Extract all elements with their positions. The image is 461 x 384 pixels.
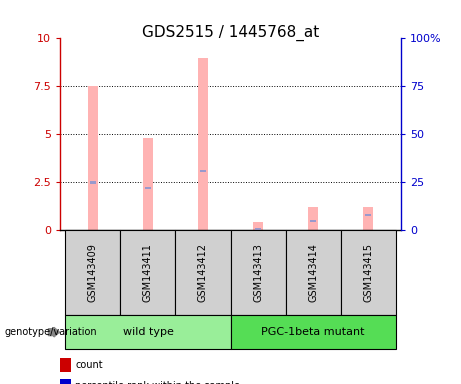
Bar bbox=[365, 214, 371, 216]
Bar bbox=[120, 230, 176, 315]
Bar bbox=[308, 207, 318, 230]
Bar bbox=[90, 181, 96, 184]
Bar bbox=[145, 187, 151, 189]
Text: count: count bbox=[75, 360, 103, 370]
Text: GDS2515 / 1445768_at: GDS2515 / 1445768_at bbox=[142, 25, 319, 41]
Bar bbox=[341, 230, 396, 315]
Bar bbox=[363, 207, 373, 230]
Bar bbox=[255, 228, 261, 230]
Bar bbox=[200, 170, 206, 172]
Text: PGC-1beta mutant: PGC-1beta mutant bbox=[261, 327, 365, 337]
Bar bbox=[230, 315, 396, 349]
Text: GSM143415: GSM143415 bbox=[363, 243, 373, 302]
Bar bbox=[253, 222, 263, 230]
Text: GSM143414: GSM143414 bbox=[308, 243, 318, 302]
Bar bbox=[65, 230, 120, 315]
Text: GSM143413: GSM143413 bbox=[253, 243, 263, 302]
Text: GSM143409: GSM143409 bbox=[88, 243, 98, 302]
Bar bbox=[230, 230, 285, 315]
Bar bbox=[198, 58, 208, 230]
Bar bbox=[176, 230, 230, 315]
Bar bbox=[285, 230, 341, 315]
Text: percentile rank within the sample: percentile rank within the sample bbox=[75, 381, 240, 384]
Bar bbox=[65, 315, 230, 349]
Bar bbox=[143, 138, 153, 230]
Text: genotype/variation: genotype/variation bbox=[5, 327, 97, 337]
Bar bbox=[310, 220, 316, 222]
Text: wild type: wild type bbox=[123, 327, 173, 337]
Bar bbox=[88, 86, 98, 230]
Text: GSM143412: GSM143412 bbox=[198, 243, 208, 302]
Text: GSM143411: GSM143411 bbox=[143, 243, 153, 302]
